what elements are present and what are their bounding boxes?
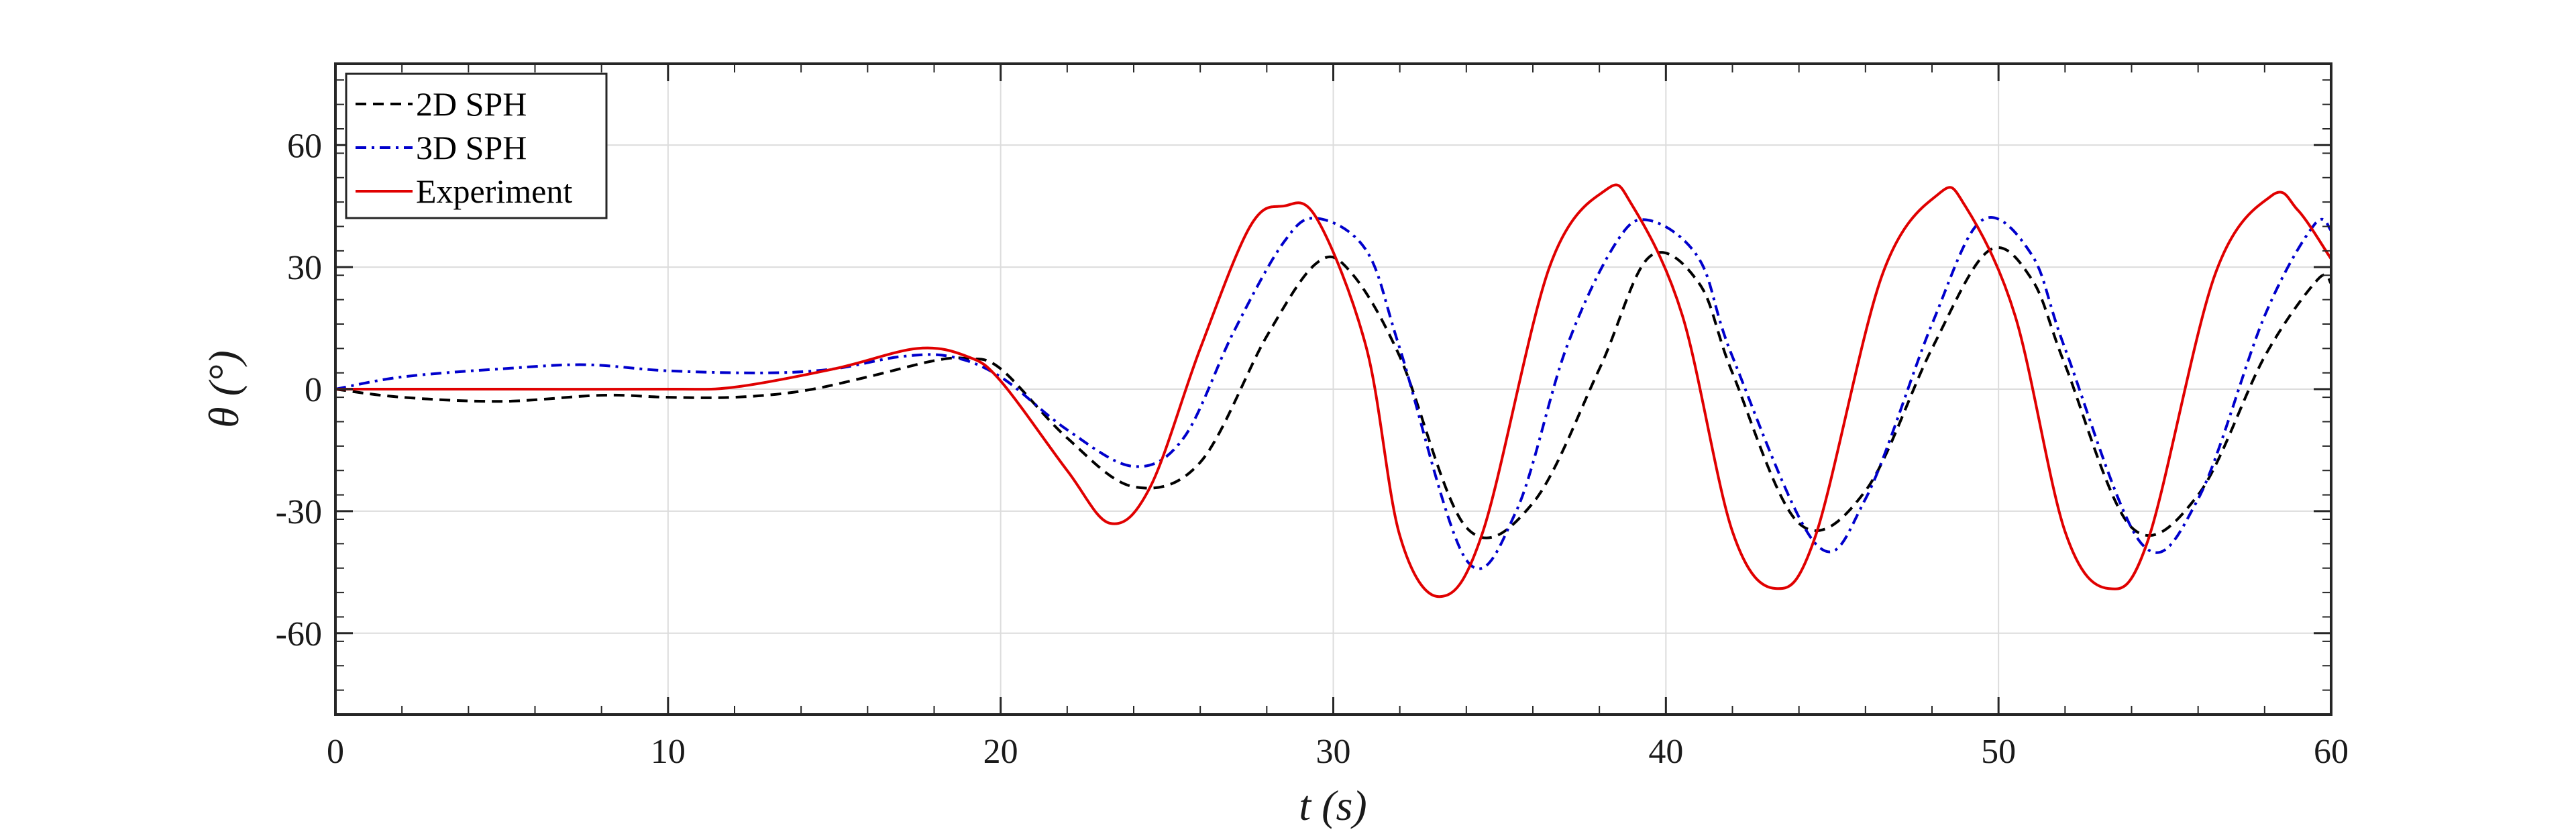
y-tick-labels: -60 -30 0 30 60 [276,127,322,653]
x-tick-label: 0 [327,733,344,771]
x-tick-label: 40 [1648,733,1683,771]
y-tick-label: 0 [305,371,322,409]
series-line-2d-sph [335,246,2331,539]
x-tick-labels: 0 10 20 30 40 50 60 [327,733,2349,771]
x-tick-label: 20 [983,733,1018,771]
x-tick-label: 50 [1981,733,2016,771]
y-tick-label: -60 [276,615,322,653]
legend: 2D SPH 3D SPH Experiment [345,72,608,219]
series-line-experiment [335,183,2331,598]
x-tick-label: 60 [2314,733,2349,771]
y-tick-label: 30 [287,249,322,287]
legend-box [345,72,608,219]
legend-label-experiment: Experiment [416,172,572,210]
x-tick-label: 10 [651,733,686,771]
x-tick-label: 30 [1316,733,1351,771]
y-tick-label: 60 [287,127,322,165]
series-lines [335,183,2331,598]
legend-label-3d-sph: 3D SPH [416,129,527,166]
x-axis-label: t (s) [1299,782,1366,829]
legend-label-2d-sph: 2D SPH [416,85,527,123]
y-axis-label: θ (°) [200,350,248,428]
y-tick-label: -30 [276,493,322,531]
axis-ticks [334,64,2332,715]
